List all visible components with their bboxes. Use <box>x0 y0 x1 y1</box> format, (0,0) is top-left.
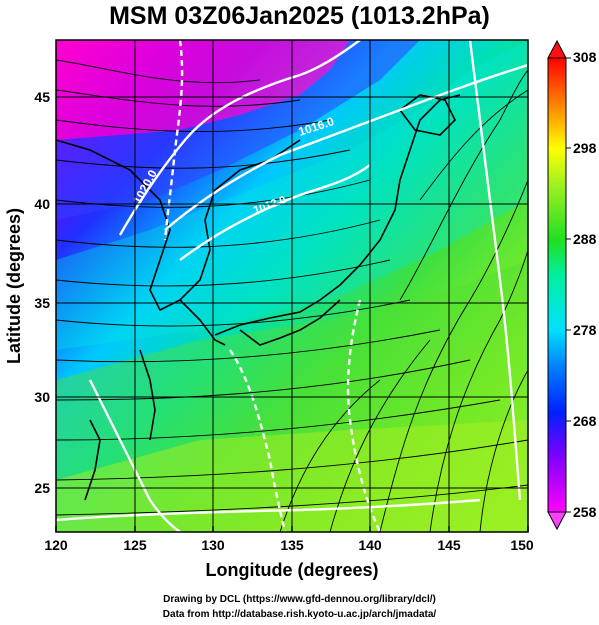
isobar-1020 <box>118 40 361 236</box>
x-tick-label: 130 <box>201 537 225 553</box>
x-tick-label: 140 <box>358 537 382 553</box>
colorbar-tick-label: 278 <box>573 322 597 338</box>
colorbar-tick-label: 298 <box>573 140 597 156</box>
x-tick-label: 135 <box>280 537 304 553</box>
wind-streamlines <box>56 59 528 532</box>
colorbar-tick-label: 268 <box>573 413 597 429</box>
colorbar <box>547 57 567 513</box>
credit-drawing: Drawing by DCL (https://www.gfd-dennou.o… <box>163 594 436 605</box>
colorbar-tick-label: 308 <box>573 49 597 65</box>
grid-lines <box>56 40 528 532</box>
y-axis-label: Latitude (degrees) <box>4 208 24 364</box>
isobar-1016 <box>164 63 528 231</box>
colorbar-tick-label: 288 <box>573 231 597 247</box>
credit-data: Data from http://database.rish.kyoto-u.a… <box>162 609 437 620</box>
x-tick-label: 145 <box>437 537 461 553</box>
isobars <box>56 40 528 532</box>
x-tick-label: 125 <box>123 537 147 553</box>
colorbar-up-arrow-icon <box>547 39 567 59</box>
y-tick-label: 25 <box>34 480 50 496</box>
y-tick-label: 45 <box>34 89 50 105</box>
map-title: MSM 03Z06Jan2025 (1013.2hPa) <box>109 2 490 30</box>
isobar-1012 <box>179 164 371 261</box>
y-tick-label: 30 <box>34 389 50 405</box>
colorbar-tick-label: 258 <box>573 504 597 520</box>
y-tick-label: 40 <box>34 196 50 212</box>
y-tick-label: 35 <box>34 295 50 311</box>
x-tick-label: 120 <box>44 537 68 553</box>
x-axis-label: Longitude (degrees) <box>205 560 378 580</box>
x-tick-label: 150 <box>510 537 534 553</box>
colorbar-down-arrow-icon <box>547 511 567 531</box>
x-tick-marks <box>55 526 529 532</box>
colorbar-ticks <box>566 57 571 513</box>
